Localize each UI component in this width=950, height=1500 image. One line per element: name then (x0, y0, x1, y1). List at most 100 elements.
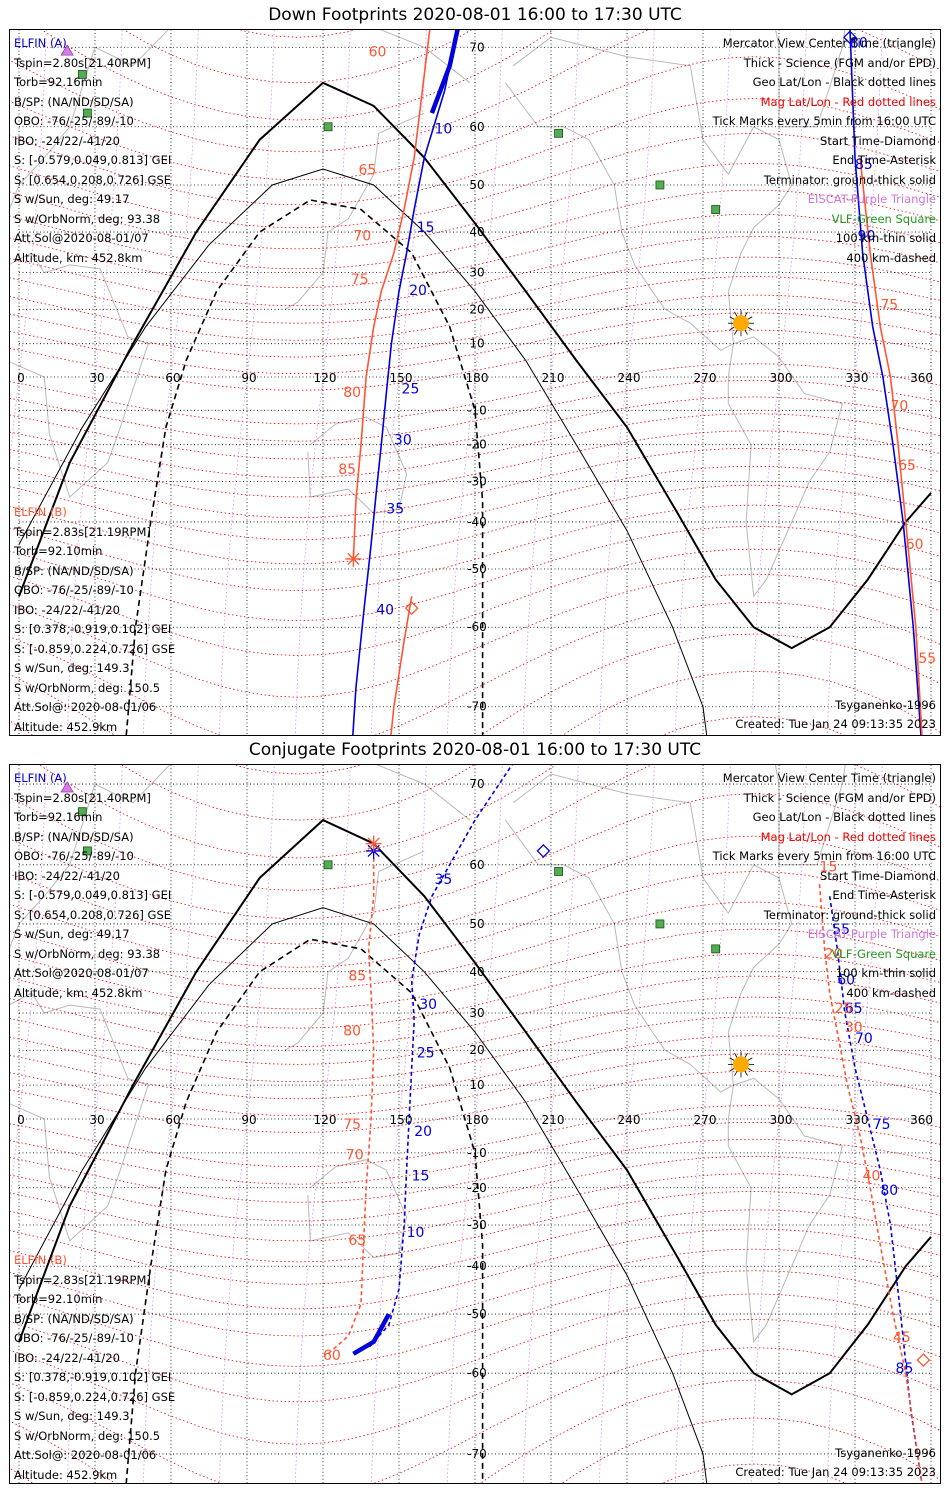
vlf-station-marker (323, 122, 333, 132)
info-block-b-conjugate: ELFIN (B) Tspin=2.83s[21.19RPM] Torb=92.10… (14, 1251, 175, 1485)
info-line: ELFIN (B) (14, 1253, 67, 1267)
map-plot-conjugate: 0 30 60 90 120 150 180 210 240 270 300 330 360 70 60 50… (10, 765, 940, 1483)
lat-tick-label: 30 (469, 1006, 484, 1020)
lat-tick-label: 50 (469, 917, 484, 931)
lat-tick-label: -10 (467, 1146, 487, 1160)
legend-line: Geo Lat/Lon - Black dotted lines (752, 75, 936, 89)
mag-lon-line (294, 30, 351, 735)
end-asterisk-marker (347, 552, 360, 566)
info-line: Altitude: 452.9km (14, 719, 118, 734)
legend-line: VLF-Green Square (831, 946, 936, 961)
info-line: ELFIN (B) (14, 505, 67, 519)
legend-line: Terminator: ground-thick solid (763, 907, 936, 922)
mag-lat-line (10, 465, 940, 541)
mag-lat-line (10, 98, 940, 206)
lat-tick-label: -70 (467, 700, 487, 714)
info-line: IBO: -24/22/-41/20 (14, 1350, 120, 1365)
lat-tick-label: -20 (467, 438, 487, 452)
legend-line: Terminator: ground-thick solid (763, 172, 936, 187)
lon-tick-label: 90 (241, 371, 256, 385)
track-tick-label: 30 (394, 433, 412, 449)
mag-lon-line (826, 30, 883, 735)
elfin-a-science-segment (352, 1313, 391, 1356)
track-tick-label: 25 (402, 382, 420, 398)
elfin-a-track (828, 896, 923, 1483)
lat-tick-label: -30 (467, 1218, 487, 1232)
start-diamond-marker (536, 844, 551, 858)
track-tick-label: 65 (898, 458, 916, 474)
track-tick-label: 30 (845, 1020, 863, 1036)
coastline (10, 252, 149, 498)
track-tick-label: 25 (835, 1001, 853, 1017)
lat-tick-label: 10 (469, 1078, 484, 1092)
vlf-station-marker (323, 860, 333, 870)
legend-line: Tick Marks every 5min from 16:00 UTC (712, 114, 936, 128)
mag-lat-line (41, 30, 555, 121)
elfin-a-track (368, 765, 513, 1349)
lat-tick-label: 20 (469, 302, 484, 316)
coastline (10, 30, 471, 210)
mag-lon-line (370, 765, 427, 1483)
lat-tick-label: 70 (469, 777, 484, 791)
info-line: S w/OrbNorm, deg: 93.38 (14, 946, 161, 961)
mag-lon-line (142, 30, 199, 735)
mag-lat-line (10, 132, 940, 229)
track-tick-label: 20 (825, 946, 843, 962)
track-tick-label: 10 (407, 1225, 425, 1241)
mag-lon-line (218, 765, 275, 1483)
track-tick-label: 40 (376, 602, 394, 618)
lat-tick-label: 20 (469, 1043, 484, 1057)
vlf-station-marker (554, 867, 563, 876)
legend-conjugate: Mercator View Center Time (triangle) Thic… (713, 769, 936, 1003)
eiscat-marker (60, 781, 74, 793)
model-label-down: Tsyganenko-1996 (835, 698, 936, 712)
mag-lon-line (446, 765, 503, 1483)
info-line: IBO: -24/22/-41/20 (14, 133, 120, 148)
lon-tick-label: 150 (390, 371, 413, 385)
track-tick-label: 55 (918, 651, 936, 667)
track-tick-label: 30 (419, 997, 437, 1013)
lat-tick-label: -20 (467, 1181, 487, 1195)
track-tick-label: 25 (417, 1045, 435, 1061)
track-tick-label: 75 (343, 1117, 361, 1133)
info-line: S: [-0.859,0.224,0.726] GSE (14, 1389, 176, 1404)
info-line: B/SP: (NA/ND/SD/SA) (14, 829, 134, 844)
info-line: Torb=92.10min (14, 1292, 103, 1306)
info-line: Tspin=2.80s[21.40RPM] (14, 55, 151, 70)
track-tick-label: 65 (348, 1233, 366, 1249)
start-diamond-marker (843, 30, 857, 45)
mag-lat-line (10, 975, 940, 1048)
info-line: Att.Sol@: 2020-08-01/06 (14, 700, 157, 714)
track-tick-label: 65 (358, 162, 376, 178)
legend-line: VLF-Green Square (831, 211, 936, 226)
elfin-b-track (859, 157, 923, 735)
info-line: S: [0.378,-0.919,0.102] GEI (14, 1370, 172, 1384)
info-block-a-conjugate: ELFIN (A) Tspin=2.80s[21.40RPM] Torb=92.16… (14, 769, 171, 1003)
track-tick-label: 80 (880, 1183, 898, 1199)
coastline (10, 992, 149, 1242)
created-label-down: Created: Tue Jan 24 09:13:35 2023 (735, 717, 936, 731)
info-line: S w/Sun, deg: 49.17 (14, 927, 130, 941)
info-line: ELFIN (A) (14, 36, 67, 50)
sun-marker (733, 315, 749, 332)
mag-lat-line (10, 30, 940, 153)
info-line: S w/OrbNorm, deg: 150.5 (14, 680, 161, 695)
mag-lat-line (10, 765, 940, 891)
coastline (10, 765, 471, 949)
track-tick-label: 70 (890, 398, 908, 414)
lat-tick-label: 30 (469, 266, 484, 280)
lat-tick-label: 70 (469, 40, 484, 54)
lon-tick-label: 360 (910, 371, 933, 385)
map-plot-down: 0 30 60 90 120 150 180 210 240 270 300 330 360706050… (10, 30, 940, 735)
legend-line: Tick Marks every 5min from 16:00 UTC (712, 849, 936, 863)
mag-lon-line (674, 30, 731, 735)
info-line: S: [-0.579,0.049,0.813] GEI (14, 153, 172, 167)
mag-lat-line (10, 835, 940, 945)
info-line: Tspin=2.83s[21.19RPM] (14, 1272, 151, 1287)
mag-lat-line (10, 189, 940, 270)
track-tick-label: 85 (338, 462, 356, 478)
lat-tick-label: -30 (467, 474, 487, 488)
legend-line: End Time-Asterisk (832, 888, 936, 902)
track-tick-label: 10 (434, 121, 452, 137)
lon-tick-label: 300 (770, 1113, 793, 1127)
